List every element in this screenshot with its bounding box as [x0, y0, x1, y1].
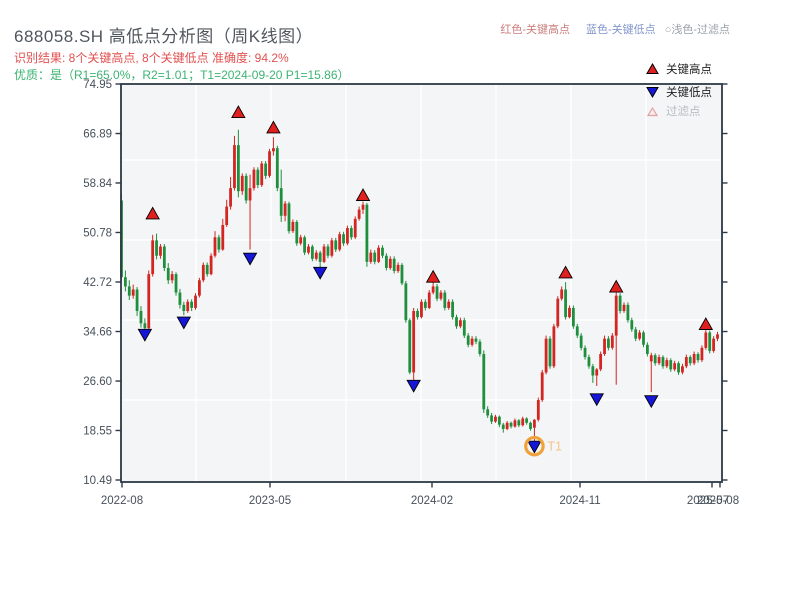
- key-low-marker: [589, 393, 605, 407]
- key-low-marker: [527, 440, 542, 454]
- gridlines: [121, 84, 722, 482]
- color-key-low: 蓝色-关键低点: [586, 24, 656, 36]
- chart-legend: 关键高点 关键低点 过滤点: [646, 60, 712, 125]
- y-tick-label: 26.60: [83, 376, 112, 388]
- x-tick-label: 2024-02: [411, 495, 453, 507]
- y-tick-label: 34.66: [83, 327, 112, 339]
- key-high-marker: [145, 206, 160, 220]
- legend-item-key-high[interactable]: 关键高点: [646, 60, 712, 77]
- key-high-marker: [608, 279, 624, 293]
- axes-layer: 74.95 66.89 58.84 50.78 42.72 34.66 26.60 18.55…: [83, 79, 739, 507]
- t1-circle-icon: [524, 435, 545, 457]
- key-low-marker: [406, 379, 421, 393]
- key-high-marker: [698, 317, 714, 330]
- key-high-marker: [231, 105, 246, 119]
- t1-label: T1: [547, 440, 562, 454]
- y-tick-label: 66.89: [83, 129, 112, 141]
- key-high-marker: [558, 265, 573, 279]
- key-low-marker: [644, 395, 659, 409]
- key-high-triangle-icon: [646, 62, 659, 74]
- x-tick-label: 2025-08: [697, 495, 739, 507]
- legend-label-key-low: 关键低点: [666, 86, 712, 99]
- key-low-marker: [312, 266, 328, 280]
- key-low-marker: [137, 328, 153, 342]
- x-tick-label: 2022-08: [101, 495, 143, 507]
- x-tick-label: 2025-07: [687, 495, 729, 507]
- color-key-filtered: ○浅色-过滤点: [664, 24, 730, 36]
- key-low-marker: [176, 316, 192, 330]
- x-tick-label: 2024-11: [559, 495, 600, 507]
- key-high-marker: [266, 120, 281, 134]
- kline-chart: 74.95 66.89 58.84 50.78 42.72 34.66 26.60 18.55…: [83, 79, 739, 507]
- markers-layer: [137, 105, 714, 454]
- legend-label-key-high: 关键高点: [666, 63, 712, 76]
- t1-annotation: T1: [524, 435, 562, 457]
- filtered-triangle-icon: [646, 106, 659, 116]
- x-tick-label: 2023-05: [249, 495, 291, 507]
- color-key-high: 红色-关键高点: [500, 24, 571, 36]
- y-tick-label: 58.84: [83, 178, 112, 190]
- recognition-result-text: 识别结果: 8个关键高点, 8个关键低点 准确度: 94.2%: [14, 51, 289, 65]
- key-low-marker: [242, 252, 258, 266]
- legend-item-key-low[interactable]: 关键低点: [646, 83, 712, 100]
- candles-layer: [120, 129, 719, 442]
- key-high-marker: [425, 269, 441, 283]
- key-low-triangle-icon: [646, 86, 659, 98]
- y-tick-label: 10.49: [83, 475, 112, 487]
- legend-label-filtered: 过滤点: [666, 105, 701, 118]
- color-key: 红色-关键高点 蓝色-关键低点 ○浅色-过滤点: [500, 21, 730, 37]
- y-tick-label: 50.78: [83, 227, 112, 239]
- y-tick-label: 42.72: [83, 277, 112, 289]
- key-high-marker: [355, 188, 371, 201]
- y-tick-label: 74.95: [83, 79, 112, 91]
- quality-result-text: 优质：是（R1=65.0%，R2=1.01；T1=2024-09-20 P1=1…: [14, 68, 350, 82]
- page-title: 688058.SH 高低点分析图（周K线图）: [14, 27, 314, 46]
- y-tick-label: 18.55: [83, 425, 112, 437]
- legend-item-filtered[interactable]: 过滤点: [646, 102, 712, 119]
